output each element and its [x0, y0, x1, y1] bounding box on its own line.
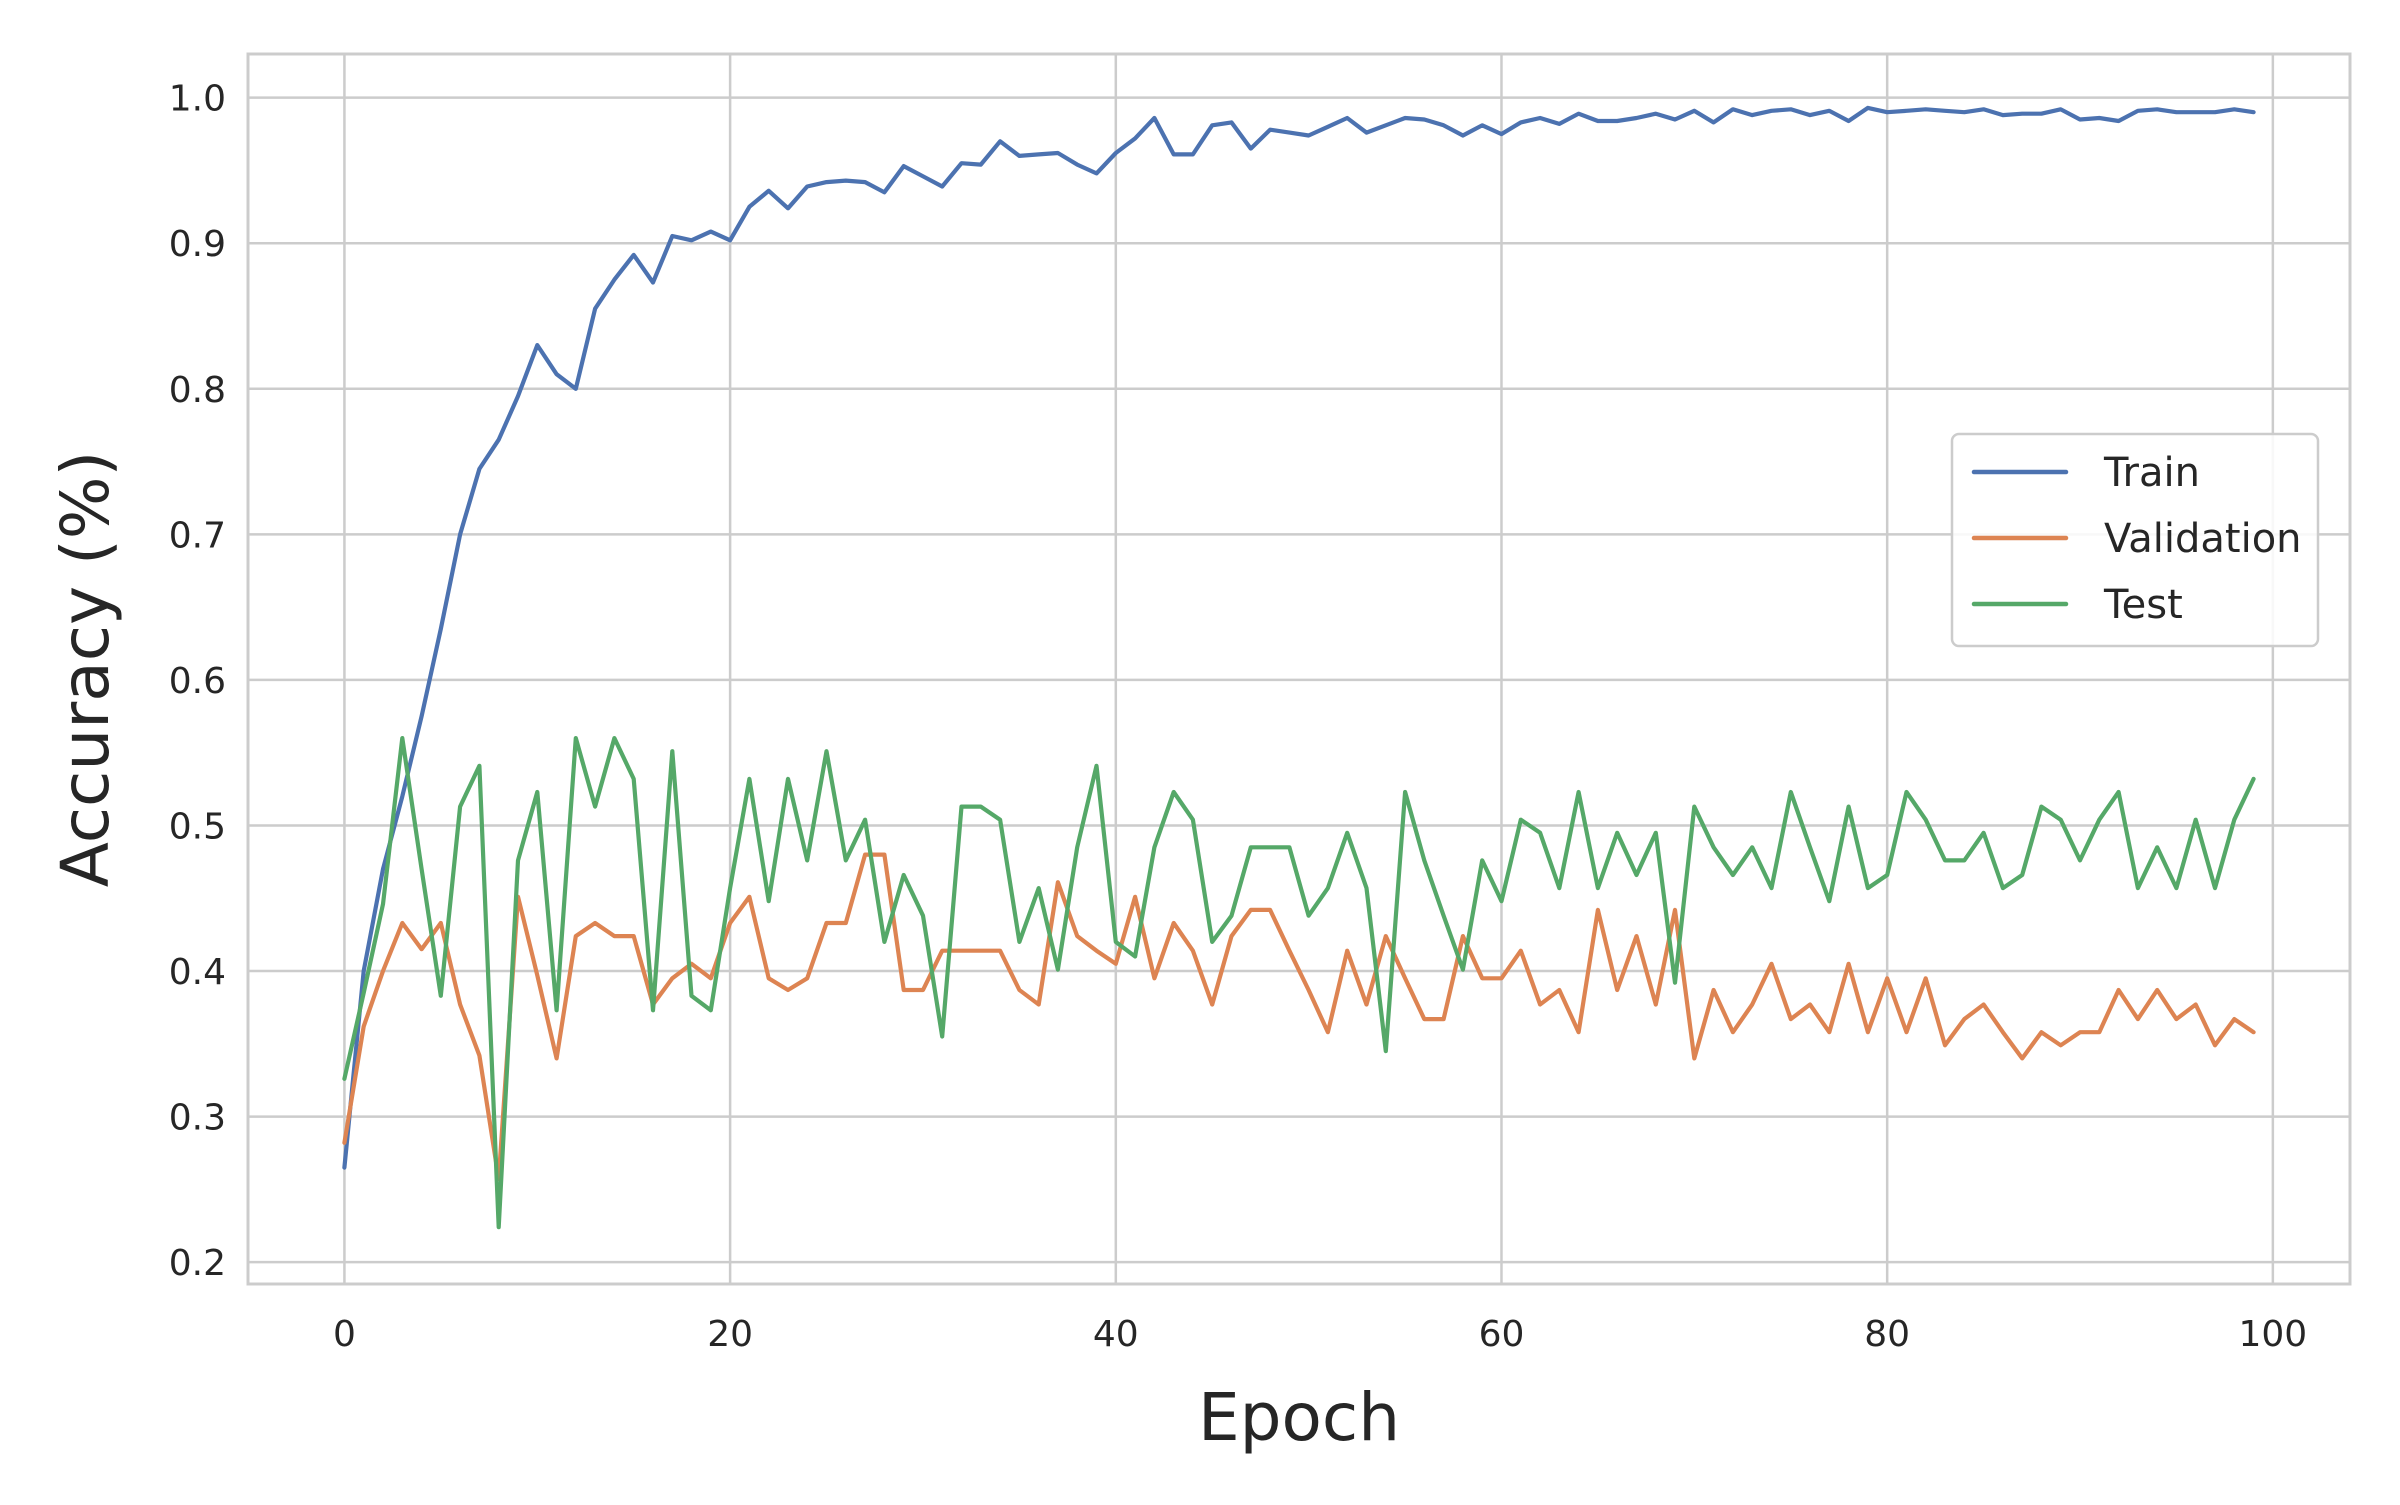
y-tick-label: 0.6 [169, 661, 226, 702]
x-tick-label: 100 [2239, 1314, 2308, 1355]
tick-labels: 0 20 40 60 80 100 0.2 0.3 0.4 0.5 0.6 0.7 0.8 0.9 1.0 [169, 79, 2307, 1355]
series-lines [342, 105, 2256, 1230]
legend-label-train: Train [2103, 450, 2200, 496]
x-axis-label: Epoch [1198, 1379, 1400, 1456]
plot-frame [246, 52, 2352, 1286]
x-tick-label: 80 [1864, 1314, 1910, 1355]
y-tick-label: 0.7 [169, 515, 226, 556]
y-tick-label: 0.3 [169, 1098, 226, 1139]
series-line-test [342, 735, 2256, 1230]
y-tick-label: 1.0 [169, 79, 226, 120]
legend-label-validation: Validation [2104, 516, 2302, 562]
y-tick-label: 0.8 [169, 370, 226, 411]
y-tick-label: 0.2 [169, 1243, 226, 1284]
series-line-train [342, 105, 2256, 1170]
x-tick-label: 60 [1479, 1314, 1525, 1355]
y-tick-label: 0.9 [169, 224, 226, 265]
x-tick-label: 20 [707, 1314, 753, 1355]
y-tick-label: 0.4 [169, 952, 226, 993]
grid [248, 54, 2350, 1284]
x-tick-label: 40 [1093, 1314, 1139, 1355]
series-line-validation [342, 852, 2256, 1182]
y-axis-label: Accuracy (%) [47, 451, 124, 888]
legend: Train Validation Test [1950, 432, 2320, 648]
legend-box [1950, 432, 2320, 648]
y-tick-label: 0.5 [169, 806, 226, 847]
x-tick-label: 0 [333, 1314, 356, 1355]
legend-label-test: Test [2103, 582, 2183, 628]
